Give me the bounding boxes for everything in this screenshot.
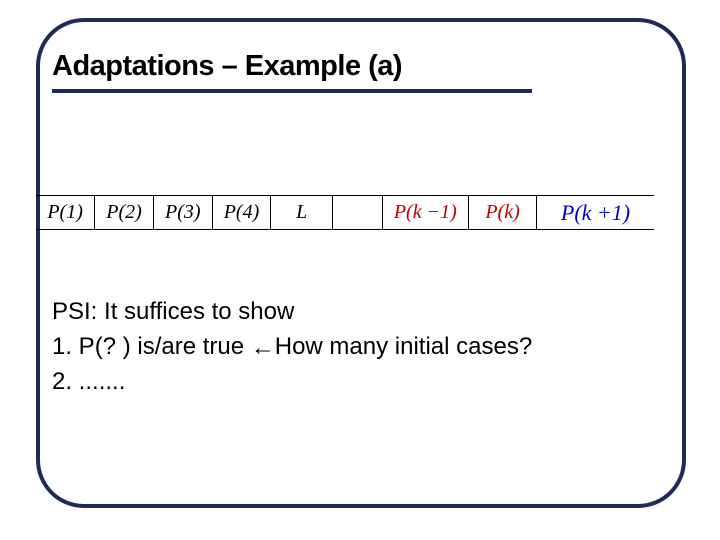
- table-cell: P(k −1): [382, 196, 469, 230]
- step-2-line: 2. .......: [52, 365, 620, 400]
- table-cell: P(k +1): [537, 196, 654, 230]
- table-cell: [333, 196, 382, 230]
- title-block: Adaptations – Example (a): [52, 50, 532, 93]
- body-text: PSI: It suffices to show 1. P(? ) is/are…: [52, 295, 620, 399]
- left-arrow-icon: ←: [251, 331, 275, 366]
- step-1-prefix: 1. P(? ) is/are true: [52, 333, 251, 360]
- table-cell: P(4): [212, 196, 271, 230]
- table-cell: P(1): [36, 196, 95, 230]
- table-cell: P(3): [153, 196, 212, 230]
- slide-title: Adaptations – Example (a): [52, 50, 532, 89]
- table-cell: P(2): [95, 196, 154, 230]
- step-1-question: How many initial cases?: [275, 333, 532, 360]
- induction-table: P(1)P(2)P(3)P(4)L P(k −1)P(k)P(k +1): [36, 195, 654, 230]
- table-cell: P(k): [469, 196, 537, 230]
- step-1-line: 1. P(? ) is/are true ←How many initial c…: [52, 330, 620, 365]
- psi-line: PSI: It suffices to show: [52, 295, 620, 330]
- table-row: P(1)P(2)P(3)P(4)L P(k −1)P(k)P(k +1): [36, 196, 654, 230]
- title-underline: [52, 89, 532, 93]
- table-cell: L: [271, 196, 333, 230]
- p-sequence-table: P(1)P(2)P(3)P(4)L P(k −1)P(k)P(k +1): [36, 195, 654, 230]
